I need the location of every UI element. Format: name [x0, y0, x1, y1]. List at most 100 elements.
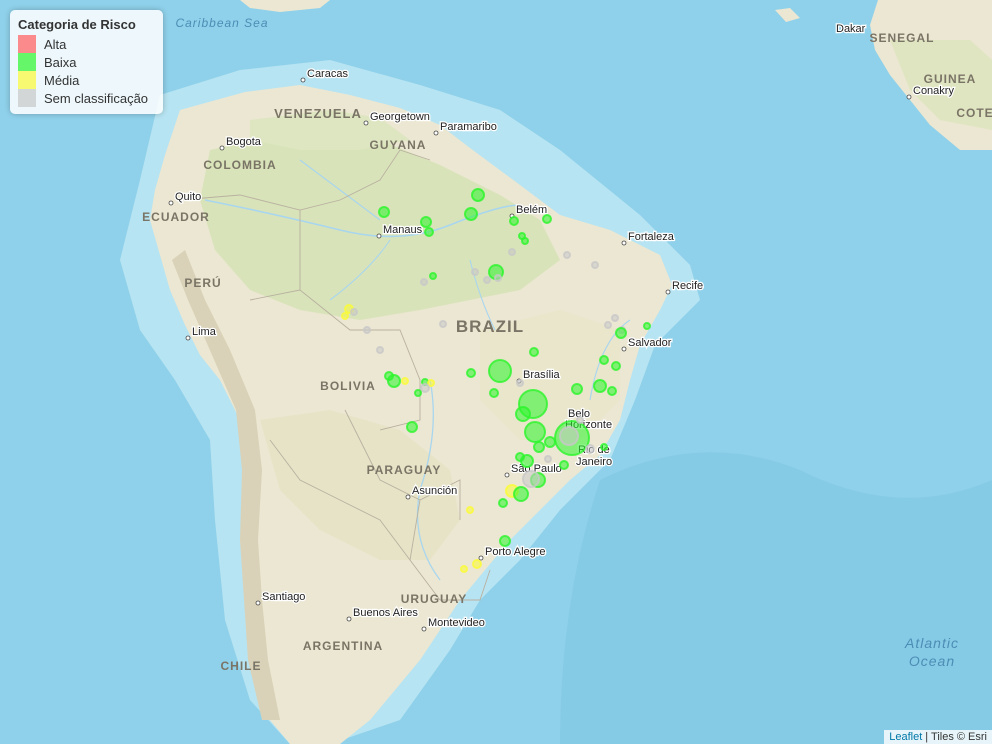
risk-marker-baixa[interactable]	[406, 421, 418, 433]
guiana-highlands	[250, 110, 410, 150]
leaflet-link[interactable]: Leaflet	[889, 731, 923, 743]
city-label-conakry: Conakry	[913, 85, 954, 97]
risk-marker-sem-classificacao[interactable]	[576, 416, 584, 424]
legend-label-baixa: Baixa	[44, 54, 77, 70]
risk-marker-baixa[interactable]	[498, 498, 508, 508]
city-dot-caracas	[300, 77, 306, 83]
risk-marker-baixa[interactable]	[515, 452, 525, 462]
risk-marker-sem-classificacao[interactable]	[516, 379, 524, 387]
risk-marker-baixa[interactable]	[643, 322, 651, 330]
amazon-river	[204, 199, 521, 238]
risk-marker-sem-classificacao[interactable]	[350, 308, 358, 316]
risk-marker-baixa[interactable]	[387, 374, 401, 388]
risk-marker-baixa[interactable]	[559, 460, 569, 470]
risk-marker-sem-classificacao[interactable]	[559, 426, 579, 446]
risk-marker-baixa[interactable]	[420, 216, 432, 228]
risk-marker-sem-classificacao[interactable]	[522, 470, 540, 488]
risk-marker-sem-classificacao[interactable]	[439, 320, 447, 328]
risk-marker-baixa[interactable]	[509, 216, 519, 226]
risk-marker-baixa[interactable]	[599, 355, 609, 365]
water-label-atlantic: Atlantic	[904, 635, 959, 651]
cerrado-region	[480, 310, 620, 440]
risk-marker-baixa[interactable]	[489, 388, 499, 398]
risk-marker-sem-classificacao[interactable]	[563, 251, 571, 259]
risk-marker-baixa[interactable]	[607, 386, 617, 396]
risk-marker-media[interactable]	[472, 559, 482, 569]
risk-marker-sem-classificacao[interactable]	[494, 274, 502, 282]
risk-marker-media[interactable]	[341, 312, 349, 320]
country-label-senegal: SENEGAL	[869, 31, 934, 45]
risk-marker-media[interactable]	[401, 377, 409, 385]
risk-marker-sem-classificacao[interactable]	[604, 321, 612, 329]
risk-marker-media[interactable]	[427, 379, 435, 387]
country-label-cote: COTE	[956, 106, 992, 120]
risk-marker-media[interactable]	[466, 506, 474, 514]
risk-marker-baixa[interactable]	[544, 436, 556, 448]
risk-marker-baixa[interactable]	[378, 206, 390, 218]
risk-marker-baixa[interactable]	[515, 406, 531, 422]
risk-marker-sem-classificacao[interactable]	[363, 326, 371, 334]
risk-marker-baixa[interactable]	[533, 441, 545, 453]
city-dot-bogota	[219, 145, 225, 151]
risk-marker-baixa[interactable]	[615, 327, 627, 339]
risk-marker-baixa[interactable]	[571, 383, 583, 395]
legend: Categoria de Risco Alta Baixa Média Sem …	[10, 10, 163, 114]
risk-marker-media[interactable]	[460, 565, 468, 573]
risk-marker-sem-classificacao[interactable]	[591, 261, 599, 269]
city-label-santiago: Santiago	[262, 591, 305, 603]
risk-marker-baixa[interactable]	[542, 214, 552, 224]
risk-marker-baixa[interactable]	[611, 361, 621, 371]
country-label-guinea: GUINEA	[924, 72, 977, 86]
city-label-janeiro: Janeiro	[576, 456, 612, 468]
city-label-salvador: Salvador	[628, 337, 672, 349]
risk-marker-baixa[interactable]	[424, 227, 434, 237]
city-dot-paramaribo	[433, 130, 439, 136]
legend-title: Categoria de Risco	[18, 17, 136, 32]
risk-marker-baixa[interactable]	[488, 359, 512, 383]
country-label-argentina: ARGENTINA	[303, 639, 383, 653]
city-label-brasilia: Brasília	[523, 369, 561, 381]
city-label-georgetown: Georgetown	[370, 111, 430, 123]
country-label-ecuador: ECUADOR	[142, 210, 210, 224]
city-label-fortaleza: Fortaleza	[628, 231, 675, 243]
city-label-belem: Belém	[516, 204, 547, 216]
city-label-porto-alegre: Porto Alegre	[485, 546, 546, 558]
risk-marker-baixa[interactable]	[464, 207, 478, 221]
risk-marker-sem-classificacao[interactable]	[611, 314, 619, 322]
risk-marker-baixa[interactable]	[521, 237, 529, 245]
risk-marker-baixa[interactable]	[513, 486, 529, 502]
risk-marker-baixa[interactable]	[499, 535, 511, 547]
andes-mountains	[172, 250, 280, 720]
city-label-belo: Belo	[568, 408, 590, 420]
risk-marker-baixa[interactable]	[524, 421, 546, 443]
risk-marker-sem-classificacao[interactable]	[585, 444, 595, 454]
risk-marker-baixa[interactable]	[529, 347, 539, 357]
city-label-dakar: Dakar	[836, 23, 866, 35]
city-label-caracas: Caracas	[307, 68, 348, 80]
risk-marker-baixa[interactable]	[593, 379, 607, 393]
risk-marker-sem-classificacao[interactable]	[508, 248, 516, 256]
risk-marker-baixa[interactable]	[414, 389, 422, 397]
risk-marker-sem-classificacao[interactable]	[471, 268, 479, 276]
risk-marker-baixa[interactable]	[466, 368, 476, 378]
country-borders	[179, 149, 491, 601]
risk-marker-sem-classificacao[interactable]	[420, 278, 428, 286]
risk-marker-baixa[interactable]	[429, 272, 437, 280]
legend-swatch-baixa	[18, 53, 36, 71]
risk-marker-baixa[interactable]	[471, 188, 485, 202]
city-dot-fortaleza	[621, 240, 627, 246]
risk-marker-sem-classificacao[interactable]	[376, 346, 384, 354]
risk-marker-sem-classificacao[interactable]	[544, 455, 552, 463]
water-label-caribbean-sea: Caribbean Sea	[175, 16, 268, 30]
attribution-text: | Tiles © Esri	[922, 731, 987, 743]
city-label-buenos-aires: Buenos Aires	[353, 607, 418, 619]
legend-item-media: Média	[18, 71, 155, 89]
country-label-peru: PERÚ	[184, 275, 221, 290]
legend-item-baixa: Baixa	[18, 53, 155, 71]
risk-marker-baixa[interactable]	[600, 443, 608, 451]
risk-marker-sem-classificacao[interactable]	[420, 383, 430, 393]
risk-marker-sem-classificacao[interactable]	[483, 276, 491, 284]
